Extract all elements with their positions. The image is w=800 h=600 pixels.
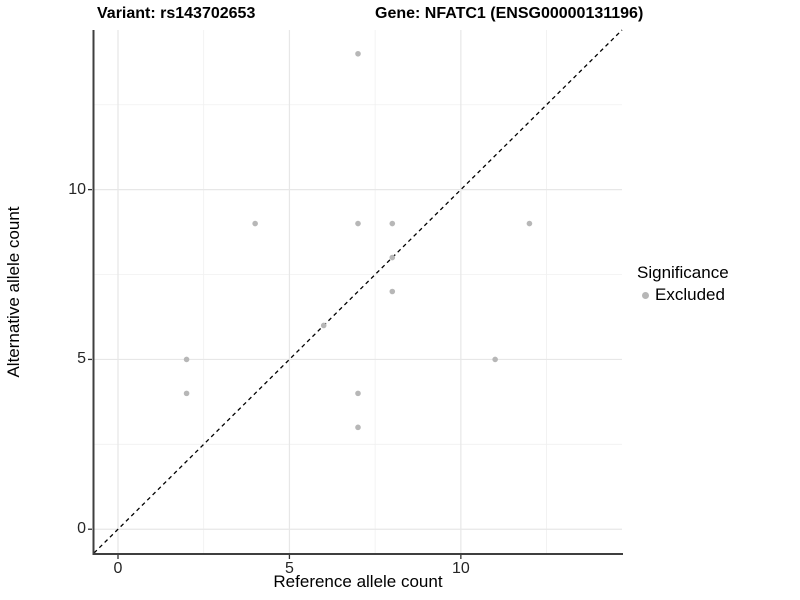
data-point — [355, 424, 361, 431]
y-tick-label: 10 — [68, 180, 86, 198]
data-point — [389, 254, 396, 261]
plot-title-variant: Variant: rs143702653 — [97, 5, 256, 22]
x-tick-label: 10 — [451, 560, 470, 577]
legend-item-excluded: Excluded — [637, 285, 729, 305]
data-point — [320, 322, 327, 329]
identity-dashed-line — [93, 29, 623, 554]
legend-item-label: Excluded — [655, 285, 725, 304]
x-tick-label: 5 — [284, 560, 294, 577]
y-axis-title: Alternative allele count — [4, 206, 23, 378]
data-point — [526, 220, 533, 227]
x-tick-label: 0 — [113, 560, 123, 577]
plot-title-gene: Gene: NFATC1 (ENSG00000131196) — [375, 5, 644, 22]
data-point — [183, 390, 190, 397]
y-tick-label: 0 — [77, 520, 86, 538]
legend: Significance Excluded — [637, 263, 729, 305]
data-point — [355, 390, 361, 397]
data-point — [492, 356, 498, 363]
legend-point-icon — [642, 291, 649, 299]
data-point — [389, 288, 396, 295]
data-point — [252, 220, 258, 227]
y-tick-label: 5 — [77, 350, 86, 368]
data-point — [389, 220, 396, 227]
data-point — [355, 220, 361, 227]
legend-title: Significance — [637, 263, 729, 282]
data-point — [183, 356, 190, 363]
data-point — [355, 50, 361, 57]
x-axis-title: Reference allele count — [273, 572, 443, 591]
